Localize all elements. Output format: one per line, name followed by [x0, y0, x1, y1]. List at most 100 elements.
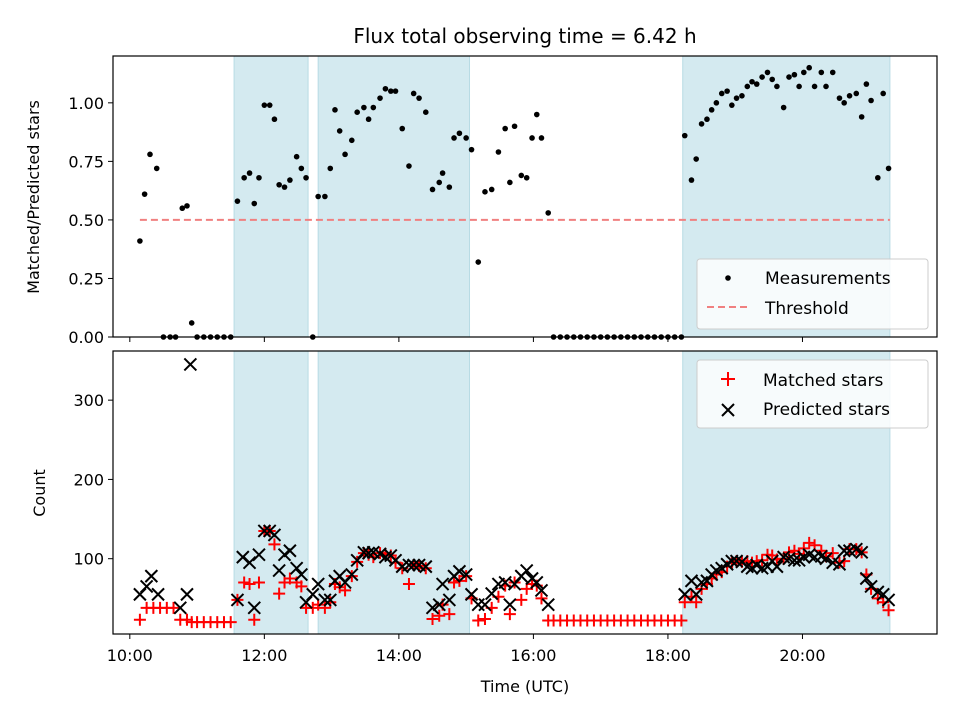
predicted-stars-point-16 — [272, 563, 286, 578]
measurements-point-124 — [846, 93, 853, 99]
y-tick-label: 0.25 — [68, 269, 104, 288]
predicted-stars-point-43 — [425, 601, 440, 615]
y-tick-label: 200 — [73, 470, 104, 489]
measurements-point-34 — [327, 165, 334, 172]
measurements-point-65 — [507, 179, 513, 186]
matched-stars-point-26 — [283, 572, 296, 585]
predicted-stars-point-44 — [432, 597, 446, 612]
measurements-point-126 — [858, 114, 865, 120]
matched-stars-point-28 — [295, 580, 308, 593]
matched-stars-point-6 — [167, 601, 180, 614]
top-panel-frame — [112, 55, 938, 338]
y-tick-label: 0.00 — [68, 328, 104, 347]
measurements-point-96 — [698, 121, 705, 127]
measurements-point-45 — [388, 88, 394, 94]
matched-stars-point-64 — [503, 608, 516, 621]
measurements-point-115 — [796, 83, 802, 90]
y-tick-label: 0.50 — [68, 211, 104, 230]
predicted-stars-point-56 — [503, 597, 517, 612]
measurements-point-113 — [786, 74, 792, 80]
measurements-point-30 — [303, 174, 309, 181]
measurements-point-24 — [271, 116, 278, 123]
matched-stars-point-24 — [273, 587, 286, 600]
predicted-stars-point-45 — [435, 577, 450, 591]
top-panel: 0.00 0.25 0.50 0.75 1.00 Matched/Predicted s… — [24, 55, 938, 347]
predicted-stars-point-15 — [267, 528, 282, 542]
x-tick-label: 16:00 — [510, 646, 556, 665]
predicted-stars-point-12 — [252, 548, 266, 562]
measurements-point-41 — [365, 116, 372, 123]
matched-stars-point-57 — [460, 570, 473, 583]
matched-stars-point-37 — [345, 570, 358, 583]
predicted-stars-point-97 — [854, 545, 869, 560]
predicted-stars-point-6 — [180, 587, 194, 602]
predicted-stars-point-31 — [357, 545, 371, 560]
predicted-stars-point-64 — [678, 587, 692, 602]
legend-predicted-marker — [721, 403, 735, 417]
predicted-stars-point-19 — [289, 561, 304, 575]
measurements-point-71 — [538, 135, 545, 141]
measurements-point-64 — [502, 125, 508, 132]
measurements-point-9 — [184, 203, 190, 209]
measurements-point-42 — [370, 104, 377, 111]
predicted-stars-point-32 — [361, 546, 376, 560]
measurements-point-59 — [468, 146, 475, 153]
matched-stars-point-15 — [224, 616, 237, 629]
measurements-point-110 — [769, 76, 775, 83]
predicted-stars-point-61 — [530, 575, 544, 590]
predicted-stars-point-39 — [402, 558, 416, 572]
measurements-point-37 — [342, 151, 348, 158]
predicted-stars-point-93 — [832, 557, 847, 571]
x-axis-label: Time (UTC) — [480, 677, 569, 696]
measurements-point-116 — [801, 69, 807, 76]
predicted-stars-point-4 — [151, 587, 165, 602]
matched-stars-point-19 — [248, 613, 261, 626]
matched-stars-point-38 — [351, 555, 364, 568]
measurements-point-35 — [332, 107, 338, 113]
x-tick-label: 14:00 — [376, 646, 422, 665]
legend-matched-marker — [721, 372, 735, 386]
measurements-point-10 — [188, 320, 195, 326]
measurements-point-128 — [868, 97, 874, 104]
measurements-point-53 — [436, 179, 443, 186]
predicted-stars-point-3 — [144, 569, 159, 583]
predicted-stars-point-85 — [787, 553, 802, 567]
measurements-point-38 — [348, 137, 355, 144]
measurements-point-56 — [451, 135, 457, 141]
measurements-point-39 — [354, 109, 360, 115]
x-tick-label: 18:00 — [645, 646, 691, 665]
bottom-panel-frame — [112, 350, 938, 635]
measurements-point-25 — [276, 181, 282, 188]
bottom-legend: Matched stars Predicted stars — [696, 359, 929, 429]
predicted-stars-point-82 — [770, 559, 784, 574]
y-tick-label: 300 — [73, 391, 104, 410]
measurements-point-123 — [841, 100, 847, 106]
measurements-point-101 — [724, 88, 730, 94]
predicted-stars-point-52 — [478, 597, 492, 612]
bottom-panel-y-label: Count — [30, 469, 49, 517]
predicted-stars-point-22 — [306, 587, 320, 602]
measurements-point-120 — [823, 83, 829, 90]
measurements-point-3 — [147, 151, 153, 158]
measurements-point-93 — [681, 132, 688, 139]
measurements-point-48 — [406, 163, 412, 169]
shaded-interval-1 — [233, 350, 309, 635]
measurements-point-43 — [377, 95, 383, 101]
predicted-stars-point-74 — [729, 554, 744, 568]
predicted-stars-point-7 — [183, 357, 198, 372]
measurements-point-95 — [693, 156, 699, 162]
legend-measurements-marker — [725, 275, 731, 281]
measurements-point-118 — [811, 83, 818, 90]
measurements-point-121 — [829, 69, 836, 76]
measurements-point-52 — [429, 186, 436, 193]
measurements-point-27 — [287, 177, 293, 183]
measurements-point-67 — [518, 172, 525, 179]
predicted-stars-point-40 — [406, 558, 421, 572]
measurements-point-94 — [688, 177, 695, 183]
measurements-point-18 — [241, 174, 247, 181]
measurements-point-29 — [298, 165, 305, 172]
predicted-stars-point-25 — [323, 593, 337, 607]
y-tick-label: 1.00 — [68, 94, 104, 113]
legend-measurements-label: Measurements — [765, 269, 891, 289]
predicted-stars-point-29 — [345, 567, 359, 582]
